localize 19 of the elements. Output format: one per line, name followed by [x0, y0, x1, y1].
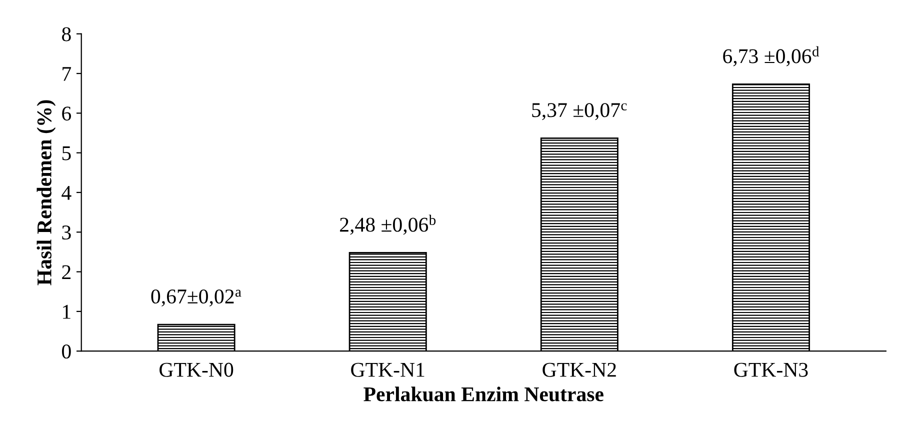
x-tick-label: GTK-N3	[734, 362, 808, 377]
y-tick-label: 1	[63, 304, 70, 319]
y-tick-label: 5	[62, 146, 71, 160]
x-tick-label: GTK-N2	[542, 362, 616, 377]
y-axis-title: Hasil Rendemen (%)	[36, 100, 56, 286]
x-axis-title: Perlakuan Enzim Neutrase	[364, 386, 604, 402]
y-tick-label: 6	[62, 106, 72, 121]
y-tick-label: 0	[62, 344, 71, 359]
x-tick-label: GTK-N0	[160, 362, 234, 377]
x-tick-label: GTK-N1	[351, 362, 424, 377]
y-tick-label: 2	[62, 265, 70, 280]
data-label: 6,73 ±0,06$^{d}$	[723, 46, 820, 66]
y-tick-label: 4	[62, 186, 72, 200]
y-tick-label: 7	[62, 67, 72, 81]
data-label: 0,67±0,02$^{a}$	[151, 289, 242, 307]
data-label: 2,48 ±0,06$^{b}$	[340, 214, 436, 235]
data-label: 5,37 ±0,07$^{c}$	[532, 103, 627, 120]
y-tick-label: 3	[62, 226, 71, 240]
y-tick-label: 8	[62, 27, 71, 42]
